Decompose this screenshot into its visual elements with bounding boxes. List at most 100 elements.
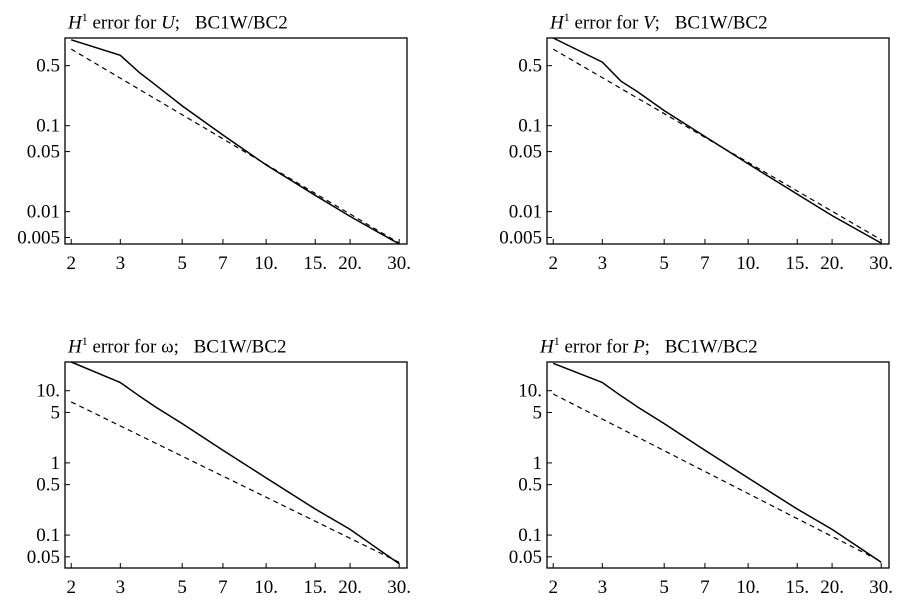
title-suffix: ; [173, 336, 184, 358]
y-tick-label: 0.05 [509, 142, 542, 163]
y-tick-label: 0.05 [27, 547, 60, 568]
y-tick-label: 0.1 [518, 116, 542, 137]
y-tick-label: 1 [51, 453, 61, 474]
y-tick-label: 0.01 [509, 202, 542, 223]
title-symbol: H [68, 336, 82, 358]
title-superscript: 1 [81, 10, 88, 24]
y-tick-label: 10. [36, 381, 60, 402]
x-tick-label: 3 [116, 253, 126, 274]
y-tick-label: 0.5 [518, 56, 542, 77]
error-curve-solid [552, 37, 882, 244]
chart-omega: 2 3 5 7 10. 15. 20. 30.10.510.50.10.05 [27, 361, 411, 598]
y-tick-label: 0.1 [36, 116, 60, 137]
y-tick-label: 0.5 [36, 475, 60, 496]
title-symbol: H [550, 12, 564, 34]
x-tick-label: 2 [548, 253, 558, 274]
x-tick-label: 10. [254, 577, 278, 598]
y-tick-label: 0.005 [499, 227, 542, 248]
title-variable: P [633, 336, 645, 358]
title-variable: U [161, 12, 175, 34]
chart-title-p: H1 error for P; BC1W/BC2 [540, 334, 758, 358]
x-tick-label: 10. [254, 253, 278, 274]
chart-title-v: H1 error for V; BC1W/BC2 [550, 10, 768, 34]
x-tick-label: 3 [598, 253, 608, 274]
x-tick-label: 7 [218, 577, 228, 598]
x-tick-label: 5 [659, 577, 669, 598]
x-tick-label: 2 [548, 577, 558, 598]
x-tick-label: 7 [218, 253, 228, 274]
y-tick-label: 10. [518, 381, 542, 402]
y-tick-label: 0.01 [27, 202, 60, 223]
y-tick-label: 0.05 [509, 547, 542, 568]
chart-u: 2 3 5 7 10. 15. 20. 30. 0.5 0.1 0.05 0.01 0.005 [17, 37, 411, 274]
chart-v: 2 3 5 7 10. 15. 20. 30. 0.5 0.1 0.05 0.01 0.005 [499, 37, 893, 274]
y-tick-label: 0.05 [27, 142, 60, 163]
x-tick-label: 30. [869, 577, 893, 598]
error-curve-solid [552, 362, 882, 563]
x-tick-label: 2 [66, 253, 76, 274]
x-tick-label: 7 [700, 577, 710, 598]
x-tick-label: 15. [785, 577, 809, 598]
x-tick-label: 20. [820, 253, 844, 274]
y-tick-label: 1 [533, 453, 543, 474]
title-variable: V [643, 12, 655, 34]
title-suffix: ; [174, 12, 185, 34]
title-suffix: ; [654, 12, 665, 34]
x-tick-label: 30. [869, 253, 893, 274]
plot-frame [546, 361, 890, 569]
x-tick-label: 2 [66, 577, 76, 598]
title-text: error for [87, 336, 162, 358]
chart-title-omega: H1 error for ω; BC1W/BC2 [68, 334, 287, 358]
title-text: error for [569, 12, 644, 34]
x-tick-label: 15. [303, 253, 327, 274]
x-tick-label: 5 [659, 253, 669, 274]
x-tick-label: 15. [785, 253, 809, 274]
x-tick-label: 15. [303, 577, 327, 598]
plot-frame [64, 361, 408, 569]
x-tick-label: 30. [387, 253, 411, 274]
x-tick-label: 10. [736, 253, 760, 274]
x-tick-label: 3 [116, 577, 126, 598]
x-tick-label: 30. [387, 577, 411, 598]
x-tick-label: 7 [700, 253, 710, 274]
title-symbol: H [540, 336, 554, 358]
y-tick-label: 0.5 [518, 475, 542, 496]
error-curve-solid [70, 39, 400, 245]
y-tick-label: 5 [51, 402, 61, 423]
y-tick-label: 0.1 [36, 525, 60, 546]
y-tick-label: 0.005 [17, 227, 60, 248]
x-tick-label: 20. [820, 577, 844, 598]
error-curve-solid [70, 361, 400, 565]
plot-frame [546, 37, 890, 245]
title-suffix: ; [644, 336, 655, 358]
title-superscript: 1 [81, 334, 88, 348]
x-tick-label: 5 [177, 577, 187, 598]
x-tick-label: 20. [338, 253, 362, 274]
title-symbol: H [68, 12, 82, 34]
y-tick-label: 0.5 [36, 56, 60, 77]
reference-line-dashed [70, 401, 400, 563]
title-bc: BC1W/BC2 [194, 12, 288, 34]
y-tick-label: 5 [533, 402, 543, 423]
reference-line-dashed [70, 48, 400, 244]
title-superscript: 1 [553, 334, 560, 348]
title-bc: BC1W/BC2 [674, 12, 768, 34]
x-tick-label: 5 [177, 253, 187, 274]
plot-frame [64, 37, 408, 245]
title-superscript: 1 [563, 10, 570, 24]
reference-line-dashed [552, 48, 882, 241]
title-text: error for [87, 12, 162, 34]
title-bc: BC1W/BC2 [664, 336, 758, 358]
chart-p: 2 3 5 7 10. 15. 20. 30.10.510.50.10.05 [509, 361, 893, 598]
x-tick-label: 10. [736, 577, 760, 598]
chart-title-u: H1 error for U; BC1W/BC2 [68, 10, 288, 34]
title-variable: ω [161, 336, 174, 358]
title-text: error for [559, 336, 634, 358]
y-tick-label: 0.1 [518, 525, 542, 546]
reference-line-dashed [552, 393, 882, 563]
title-bc: BC1W/BC2 [193, 336, 287, 358]
x-tick-label: 3 [598, 577, 608, 598]
x-tick-label: 20. [338, 577, 362, 598]
